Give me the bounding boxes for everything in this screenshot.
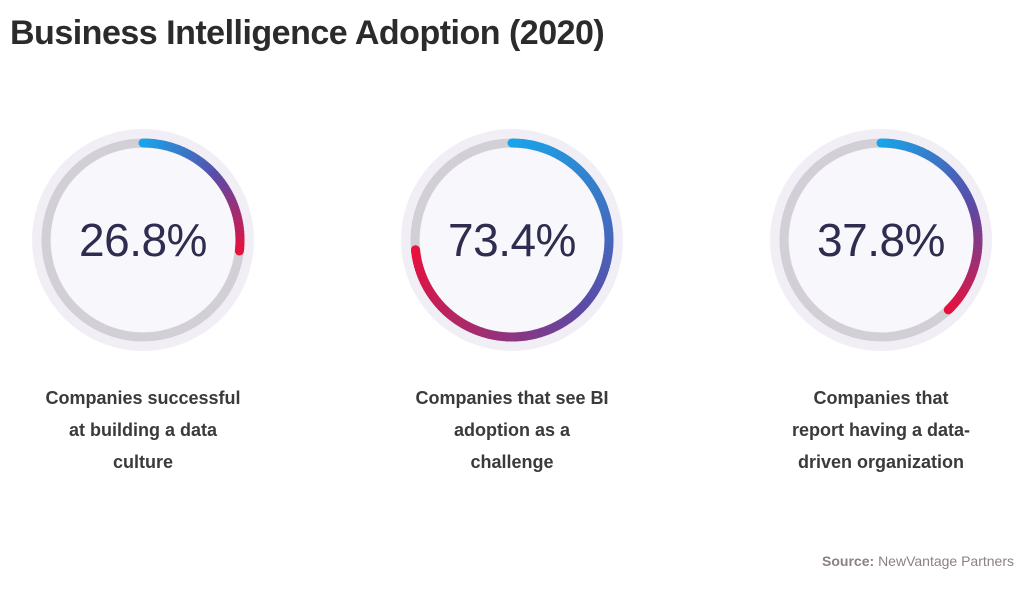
- gauge-3-face: [789, 148, 973, 332]
- source-label: Source:: [822, 553, 875, 569]
- gauge-arc-start-cap: [507, 138, 517, 148]
- gauge-2-caption: Companies that see BI adoption as a chal…: [382, 382, 642, 478]
- gauge-3-value: 37.8%: [817, 214, 945, 266]
- gauge-arc-end-cap: [410, 245, 420, 255]
- gauge-3-caption-line: report having a data-: [791, 420, 971, 440]
- gauge-2-svg: [401, 129, 623, 351]
- gauge-1-face: [51, 148, 235, 332]
- gauge-1-caption-line: Companies successful: [45, 388, 241, 408]
- gauge-3-svg: [770, 129, 992, 351]
- source-note: Source: NewVantage Partners: [822, 553, 1014, 569]
- source-text: NewVantage Partners: [878, 553, 1014, 569]
- gauge-2-caption-line: adoption as a: [453, 420, 570, 440]
- gauge-1: 26.8%: [31, 128, 255, 352]
- gauge-1-caption-line: culture: [112, 452, 173, 472]
- gauge-1-caption-line: at building a data: [68, 420, 217, 440]
- gauge-1-caption: Companies successful at building a data …: [13, 382, 273, 478]
- gauge-arc-end-cap: [943, 305, 953, 315]
- gauge-arc-start-cap: [138, 138, 148, 148]
- gauge-2-caption-line: challenge: [470, 452, 554, 472]
- gauge-3-caption-line: Companies that: [813, 388, 949, 408]
- gauge-1-svg: [32, 129, 254, 351]
- gauge-2-arc: [410, 138, 614, 342]
- chart-title: Business Intelligence Adoption (2020): [10, 14, 605, 52]
- gauge-2-face: [420, 148, 604, 332]
- gauge-arc-end-cap: [234, 246, 244, 256]
- gauge-2: 73.4%: [400, 128, 624, 352]
- gauge-3: 37.8%: [769, 128, 993, 352]
- gauge-1-value: 26.8%: [79, 214, 207, 266]
- gauge-3-caption: Companies that report having a data- dri…: [751, 382, 1011, 478]
- gauge-2-value: 73.4%: [448, 214, 576, 266]
- gauge-1-arc: [138, 138, 245, 256]
- gauge-arc-start-cap: [876, 138, 886, 148]
- gauge-3-arc: [876, 138, 983, 315]
- gauge-2-caption-line: Companies that see BI: [415, 388, 609, 408]
- gauge-3-caption-line: driven organization: [797, 452, 965, 472]
